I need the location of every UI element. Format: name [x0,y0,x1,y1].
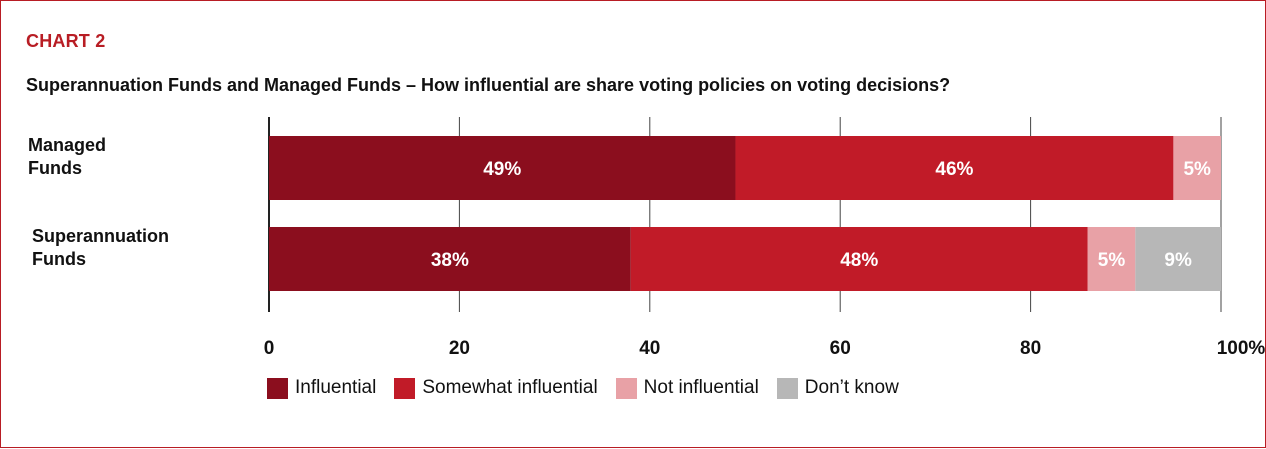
bar-value-label: 49% [483,159,521,180]
legend-item-dont-know: Don’t know [776,377,899,399]
chart-kicker: CHART 2 [26,31,106,51]
legend-label: Don’t know [804,377,899,398]
x-tick-label: 100% [1217,338,1266,359]
legend: Influential Somewhat influential Not inf… [267,377,899,399]
bar-value-label: 5% [1183,159,1211,180]
legend-item-influential: Influential [267,377,376,399]
legend-item-not-influential: Not influential [615,377,759,399]
x-tick-label: 20 [449,338,470,359]
bar-segment [269,136,736,200]
bar-segment [1173,136,1221,200]
bar-value-label: 48% [840,250,878,271]
legend-label: Influential [295,377,377,398]
legend-swatch [776,377,798,399]
bar-value-label: 38% [431,250,469,271]
category-label: Funds [28,158,82,178]
category-label: Superannuation [32,226,169,246]
legend-swatch [615,377,637,399]
legend-item-somewhat-influential: Somewhat influential [394,377,598,399]
bar-value-label: 5% [1098,250,1126,271]
bar-segment [1135,227,1221,291]
category-label: Funds [32,249,86,269]
legend-swatch [267,377,288,399]
bar-segment [1087,227,1136,291]
x-tick-label: 60 [830,338,851,359]
x-tick-label: 0 [264,338,275,359]
chart-title: Superannuation Funds and Managed Funds –… [26,75,951,95]
legend-swatch [394,377,416,399]
bar-segment [269,227,631,291]
category-label: Managed [28,135,106,155]
bar-segment [630,227,1088,291]
bar-segment [735,136,1174,200]
bar-value-label: 9% [1164,250,1192,271]
x-tick-label: 40 [639,338,660,359]
legend-label: Somewhat influential [422,377,598,398]
legend-label: Not influential [643,377,759,398]
x-tick-label: 80 [1020,338,1041,359]
bar-value-label: 46% [935,159,973,180]
